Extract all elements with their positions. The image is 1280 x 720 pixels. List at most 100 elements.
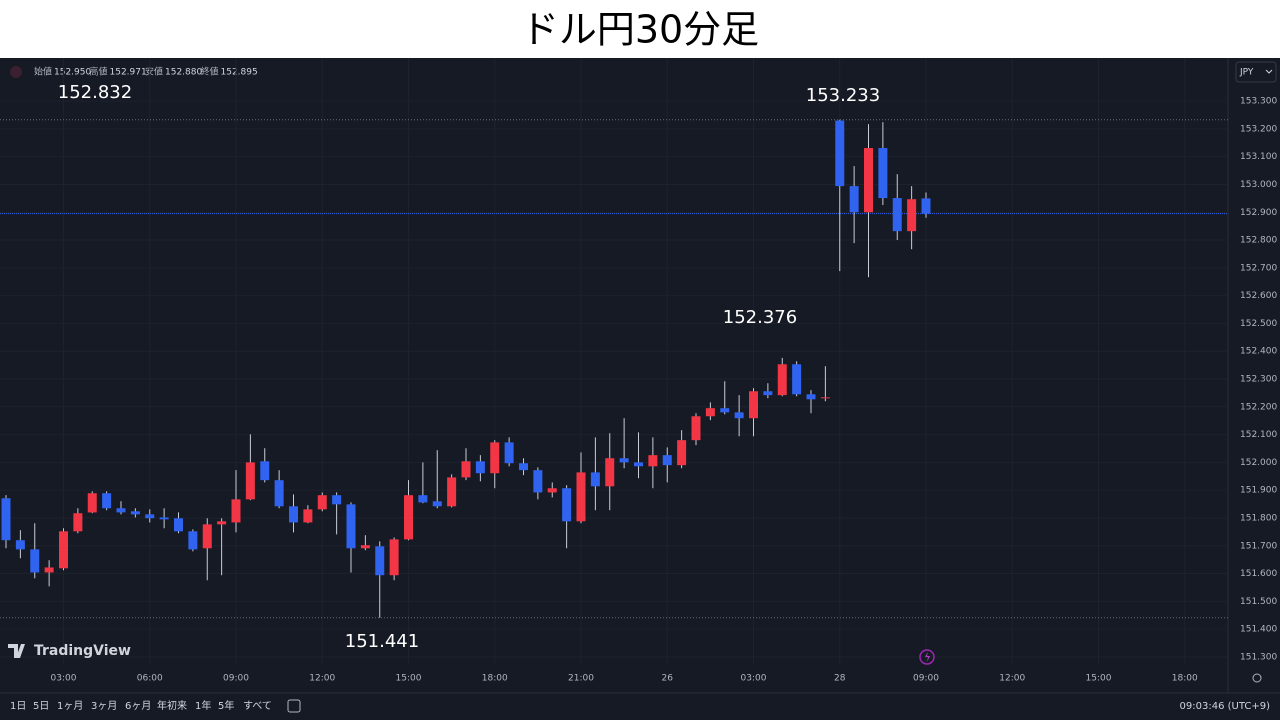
- candle-body: [720, 408, 730, 413]
- y-tick-label: 152.300: [1240, 375, 1277, 385]
- candle-body: [490, 442, 500, 474]
- x-tick-label: 26: [662, 674, 674, 684]
- timeframe-button[interactable]: 6ヶ月: [125, 700, 151, 712]
- candle-body: [87, 493, 97, 513]
- timeframe-button[interactable]: 1年: [195, 699, 211, 712]
- candle-body: [360, 545, 370, 549]
- candle-body: [73, 513, 83, 532]
- candle-body: [116, 508, 126, 513]
- candle-body: [130, 511, 140, 515]
- candle-body: [447, 477, 457, 507]
- candle-body: [174, 518, 183, 532]
- candle-body: [30, 549, 40, 573]
- candle-body: [188, 531, 198, 550]
- x-tick-label: 18:00: [1172, 674, 1198, 684]
- candle-body: [404, 495, 413, 540]
- candle-body: [864, 148, 873, 213]
- candle-body: [820, 397, 830, 399]
- candle-body: [705, 408, 715, 417]
- candle-body: [691, 416, 701, 441]
- y-tick-label: 153.300: [1240, 97, 1277, 107]
- chart-title: ドル円30分足: [521, 8, 759, 52]
- candle-body: [648, 455, 658, 467]
- candle-body: [763, 391, 773, 396]
- x-tick-label: 18:00: [482, 674, 508, 684]
- dropdown-icon: [1265, 69, 1273, 74]
- plot: 151.300 151.400 151.500 151.600 151.700 151.8…: [0, 58, 1277, 684]
- timeframe-button[interactable]: 5日: [33, 701, 49, 712]
- candle-body: [274, 480, 284, 507]
- x-tick-label: 21:00: [568, 674, 594, 684]
- legend-value: 152.895: [221, 68, 258, 78]
- y-tick-label: 152.500: [1240, 319, 1277, 329]
- candle-body: [547, 488, 557, 493]
- event-icon[interactable]: [919, 649, 935, 665]
- candle-body: [332, 495, 342, 505]
- candle-body: [504, 442, 514, 464]
- candle-body: [806, 394, 816, 400]
- candle-body: [907, 199, 917, 232]
- candle-body: [389, 539, 399, 576]
- y-tick-label: 151.400: [1240, 625, 1277, 635]
- timeframe-button[interactable]: すべて: [243, 700, 272, 712]
- candle-body: [231, 499, 241, 523]
- candle-body: [849, 186, 859, 213]
- legend-label: 高値: [90, 66, 108, 78]
- timeframe-button[interactable]: 年初来: [157, 699, 187, 712]
- event-bolt: [925, 652, 930, 662]
- candle-body: [217, 521, 227, 525]
- timeframe-toolbar: 1日 5日 1ヶ月 3ヶ月 6ヶ月 年初来 1年 5年 すべて: [10, 699, 272, 712]
- y-tick-label: 153.000: [1240, 180, 1277, 190]
- timeframe-button[interactable]: 1日: [10, 701, 26, 712]
- candle-body: [145, 514, 155, 519]
- candle-body: [590, 472, 600, 487]
- y-tick-label: 152.200: [1240, 402, 1277, 412]
- candle-body: [260, 461, 270, 481]
- y-tick-label: 153.100: [1240, 152, 1277, 162]
- candle-body: [475, 461, 485, 474]
- y-tick-label: 151.700: [1240, 541, 1277, 551]
- candle-body: [562, 488, 572, 522]
- timeframe-button[interactable]: 5年: [218, 699, 234, 712]
- candle-body: [576, 472, 586, 522]
- candle-body: [662, 455, 672, 466]
- y-tick-label: 152.100: [1240, 430, 1277, 440]
- x-tick-label: 03:00: [741, 674, 767, 684]
- candle-body: [289, 506, 298, 523]
- candle-body: [159, 517, 169, 520]
- settings-icon[interactable]: [1252, 673, 1262, 683]
- x-tick-label: 15:00: [396, 674, 422, 684]
- candle-body: [878, 148, 888, 199]
- x-tick-label: 28: [834, 674, 846, 684]
- legend-label: 始値: [34, 66, 52, 78]
- y-tick-label: 152.600: [1240, 291, 1277, 301]
- candle-body: [921, 198, 931, 214]
- y-tick-label: 153.200: [1240, 124, 1277, 134]
- candle-body: [375, 546, 385, 576]
- annotation: 153.233: [806, 85, 880, 106]
- candle-body: [619, 458, 629, 463]
- calendar-icon[interactable]: [287, 699, 301, 713]
- y-tick-label: 151.300: [1240, 652, 1277, 662]
- y-tick-label: 152.400: [1240, 347, 1277, 357]
- candle-body: [44, 567, 54, 573]
- candle-body: [102, 493, 112, 509]
- currency-label[interactable]: JPY: [1239, 68, 1254, 78]
- candle-body: [59, 531, 68, 569]
- currency-button[interactable]: [1235, 61, 1277, 83]
- candle-body: [346, 504, 356, 549]
- candle-body: [835, 120, 845, 187]
- y-tick-label: 151.800: [1240, 513, 1277, 523]
- annotation: 151.441: [345, 631, 419, 652]
- y-tick-label: 152.800: [1240, 236, 1277, 246]
- candle-body: [15, 540, 25, 550]
- candle-body: [892, 198, 902, 232]
- candle-body: [605, 458, 615, 487]
- title-band: [0, 0, 1280, 58]
- y-tick-label: 151.600: [1240, 569, 1277, 579]
- candle-body: [245, 462, 255, 500]
- candle-body: [677, 440, 687, 466]
- legend-label: 終値: [201, 66, 219, 78]
- timeframe-button[interactable]: 3ヶ月: [91, 700, 117, 712]
- timeframe-button[interactable]: 1ヶ月: [57, 700, 83, 712]
